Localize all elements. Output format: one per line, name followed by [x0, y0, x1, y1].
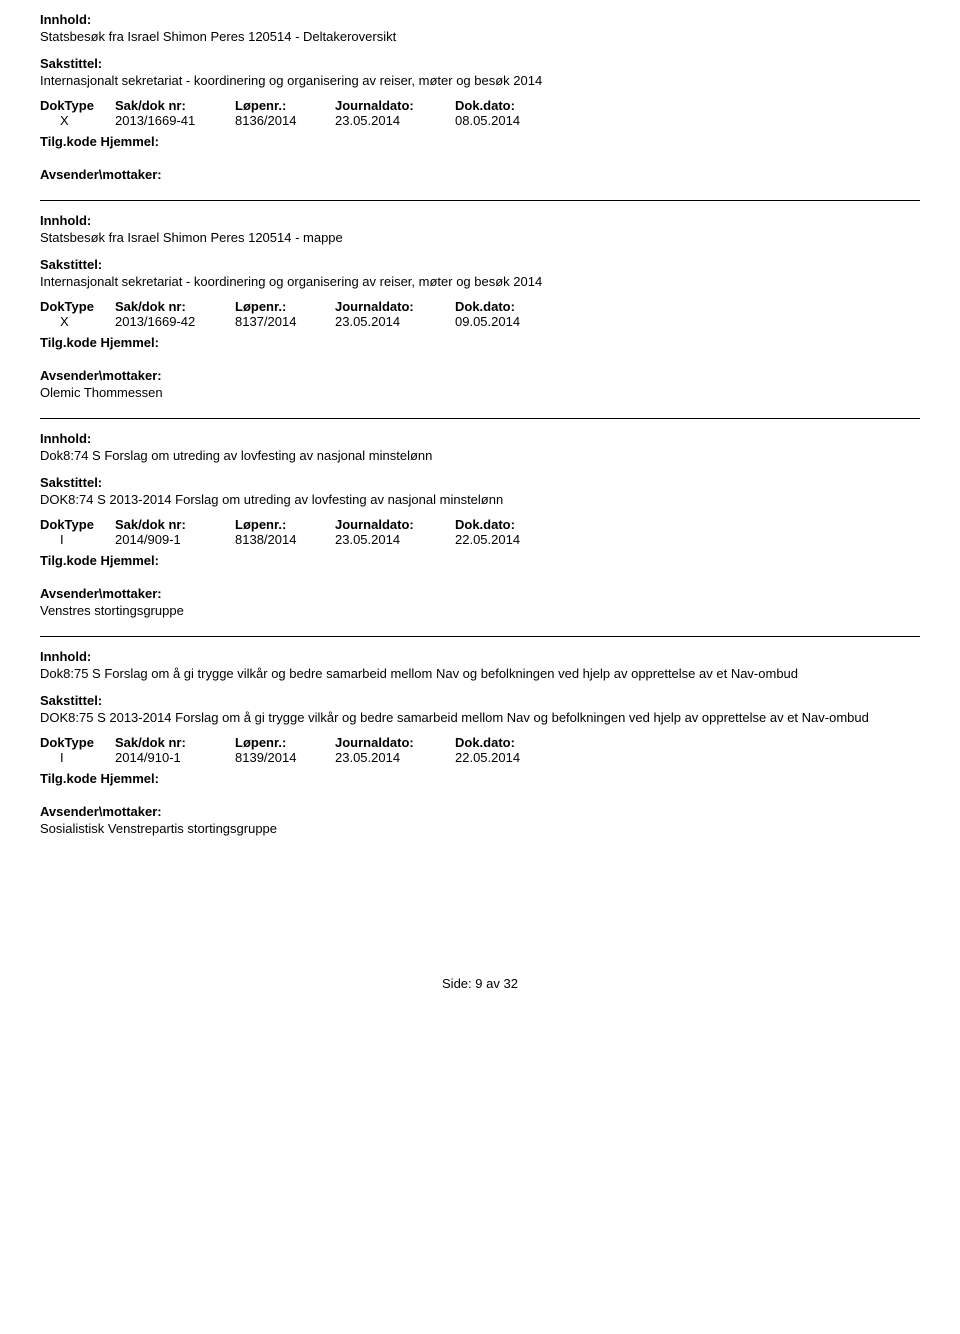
table-row: X 2013/1669-41 8136/2014 23.05.2014 08.0…	[40, 113, 920, 128]
dokdato-header: Dok.dato:	[455, 735, 575, 750]
sakstittel-label: Sakstittel:	[40, 257, 920, 272]
sakstittel-text: Internasjonalt sekretariat - koordinerin…	[40, 73, 920, 88]
sakdok-header: Sak/dok nr:	[115, 735, 235, 750]
doktype-value: X	[40, 314, 115, 329]
sakdok-value: 2014/909-1	[115, 532, 235, 547]
document-page: Innhold: Statsbesøk fra Israel Shimon Pe…	[0, 12, 960, 991]
sakdok-value: 2014/910-1	[115, 750, 235, 765]
journaldato-value: 23.05.2014	[335, 532, 455, 547]
sakdok-value: 2013/1669-42	[115, 314, 235, 329]
tilgkode-hjemmel: Tilg.kode Hjemmel:	[40, 553, 920, 568]
innhold-label: Innhold:	[40, 649, 920, 664]
innhold-label: Innhold:	[40, 12, 920, 27]
table-header: DokType Sak/dok nr: Løpenr.: Journaldato…	[40, 299, 920, 314]
avsender-value: Olemic Thommessen	[40, 385, 920, 400]
divider	[40, 200, 920, 201]
hjemmel-label: Hjemmel:	[100, 771, 159, 786]
journaldato-value: 23.05.2014	[335, 750, 455, 765]
avsender-value: Sosialistisk Venstrepartis stortingsgrup…	[40, 821, 920, 836]
lopenr-header: Løpenr.:	[235, 98, 335, 113]
sakstittel-text: DOK8:75 S 2013-2014 Forslag om å gi tryg…	[40, 710, 920, 725]
dokdato-value: 09.05.2014	[455, 314, 575, 329]
table-header: DokType Sak/dok nr: Løpenr.: Journaldato…	[40, 517, 920, 532]
divider	[40, 636, 920, 637]
table-row: I 2014/910-1 8139/2014 23.05.2014 22.05.…	[40, 750, 920, 765]
doktype-value: X	[40, 113, 115, 128]
av-label: av	[486, 976, 500, 991]
record: Innhold: Statsbesøk fra Israel Shimon Pe…	[40, 213, 920, 400]
avsender-label: Avsender\mottaker:	[40, 586, 920, 601]
lopenr-value: 8139/2014	[235, 750, 335, 765]
doktype-header: DokType	[40, 98, 115, 113]
lopenr-value: 8136/2014	[235, 113, 335, 128]
dokdato-value: 22.05.2014	[455, 750, 575, 765]
journaldato-header: Journaldato:	[335, 517, 455, 532]
record: Innhold: Dok8:75 S Forslag om å gi trygg…	[40, 649, 920, 836]
sakdok-header: Sak/dok nr:	[115, 299, 235, 314]
dokdato-value: 22.05.2014	[455, 532, 575, 547]
table-header: DokType Sak/dok nr: Løpenr.: Journaldato…	[40, 98, 920, 113]
table-row: I 2014/909-1 8138/2014 23.05.2014 22.05.…	[40, 532, 920, 547]
lopenr-value: 8138/2014	[235, 532, 335, 547]
sakstittel-label: Sakstittel:	[40, 693, 920, 708]
table-row: X 2013/1669-42 8137/2014 23.05.2014 09.0…	[40, 314, 920, 329]
sakdok-header: Sak/dok nr:	[115, 98, 235, 113]
sakstittel-text: DOK8:74 S 2013-2014 Forslag om utreding …	[40, 492, 920, 507]
journaldato-value: 23.05.2014	[335, 314, 455, 329]
table-header: DokType Sak/dok nr: Løpenr.: Journaldato…	[40, 735, 920, 750]
sakstittel-label: Sakstittel:	[40, 56, 920, 71]
journaldato-header: Journaldato:	[335, 98, 455, 113]
doktype-value: I	[40, 750, 115, 765]
lopenr-header: Løpenr.:	[235, 517, 335, 532]
innhold-label: Innhold:	[40, 431, 920, 446]
avsender-label: Avsender\mottaker:	[40, 167, 920, 182]
doktype-header: DokType	[40, 735, 115, 750]
journaldato-header: Journaldato:	[335, 299, 455, 314]
lopenr-value: 8137/2014	[235, 314, 335, 329]
innhold-text: Dok8:74 S Forslag om utreding av lovfest…	[40, 448, 920, 463]
avsender-value: Venstres stortingsgruppe	[40, 603, 920, 618]
lopenr-header: Løpenr.:	[235, 735, 335, 750]
lopenr-header: Løpenr.:	[235, 299, 335, 314]
tilgkode-label: Tilg.kode	[40, 335, 97, 350]
tilgkode-label: Tilg.kode	[40, 134, 97, 149]
page-footer: Side: 9 av 32	[40, 976, 920, 991]
hjemmel-label: Hjemmel:	[100, 553, 159, 568]
side-label: Side:	[442, 976, 472, 991]
innhold-text: Dok8:75 S Forslag om å gi trygge vilkår …	[40, 666, 920, 681]
avsender-label: Avsender\mottaker:	[40, 368, 920, 383]
doktype-value: I	[40, 532, 115, 547]
tilgkode-hjemmel: Tilg.kode Hjemmel:	[40, 771, 920, 786]
record: Innhold: Dok8:74 S Forslag om utreding a…	[40, 431, 920, 618]
sakdok-value: 2013/1669-41	[115, 113, 235, 128]
hjemmel-label: Hjemmel:	[100, 335, 159, 350]
total-pages: 32	[504, 976, 518, 991]
divider	[40, 418, 920, 419]
tilgkode-label: Tilg.kode	[40, 553, 97, 568]
tilgkode-hjemmel: Tilg.kode Hjemmel:	[40, 335, 920, 350]
sakdok-header: Sak/dok nr:	[115, 517, 235, 532]
innhold-label: Innhold:	[40, 213, 920, 228]
record: Innhold: Statsbesøk fra Israel Shimon Pe…	[40, 12, 920, 182]
tilgkode-hjemmel: Tilg.kode Hjemmel:	[40, 134, 920, 149]
page-number: 9	[475, 976, 482, 991]
doktype-header: DokType	[40, 517, 115, 532]
tilgkode-label: Tilg.kode	[40, 771, 97, 786]
sakstittel-label: Sakstittel:	[40, 475, 920, 490]
dokdato-header: Dok.dato:	[455, 517, 575, 532]
sakstittel-text: Internasjonalt sekretariat - koordinerin…	[40, 274, 920, 289]
journaldato-value: 23.05.2014	[335, 113, 455, 128]
innhold-text: Statsbesøk fra Israel Shimon Peres 12051…	[40, 29, 920, 44]
innhold-text: Statsbesøk fra Israel Shimon Peres 12051…	[40, 230, 920, 245]
hjemmel-label: Hjemmel:	[100, 134, 159, 149]
avsender-label: Avsender\mottaker:	[40, 804, 920, 819]
doktype-header: DokType	[40, 299, 115, 314]
dokdato-header: Dok.dato:	[455, 98, 575, 113]
dokdato-value: 08.05.2014	[455, 113, 575, 128]
dokdato-header: Dok.dato:	[455, 299, 575, 314]
journaldato-header: Journaldato:	[335, 735, 455, 750]
